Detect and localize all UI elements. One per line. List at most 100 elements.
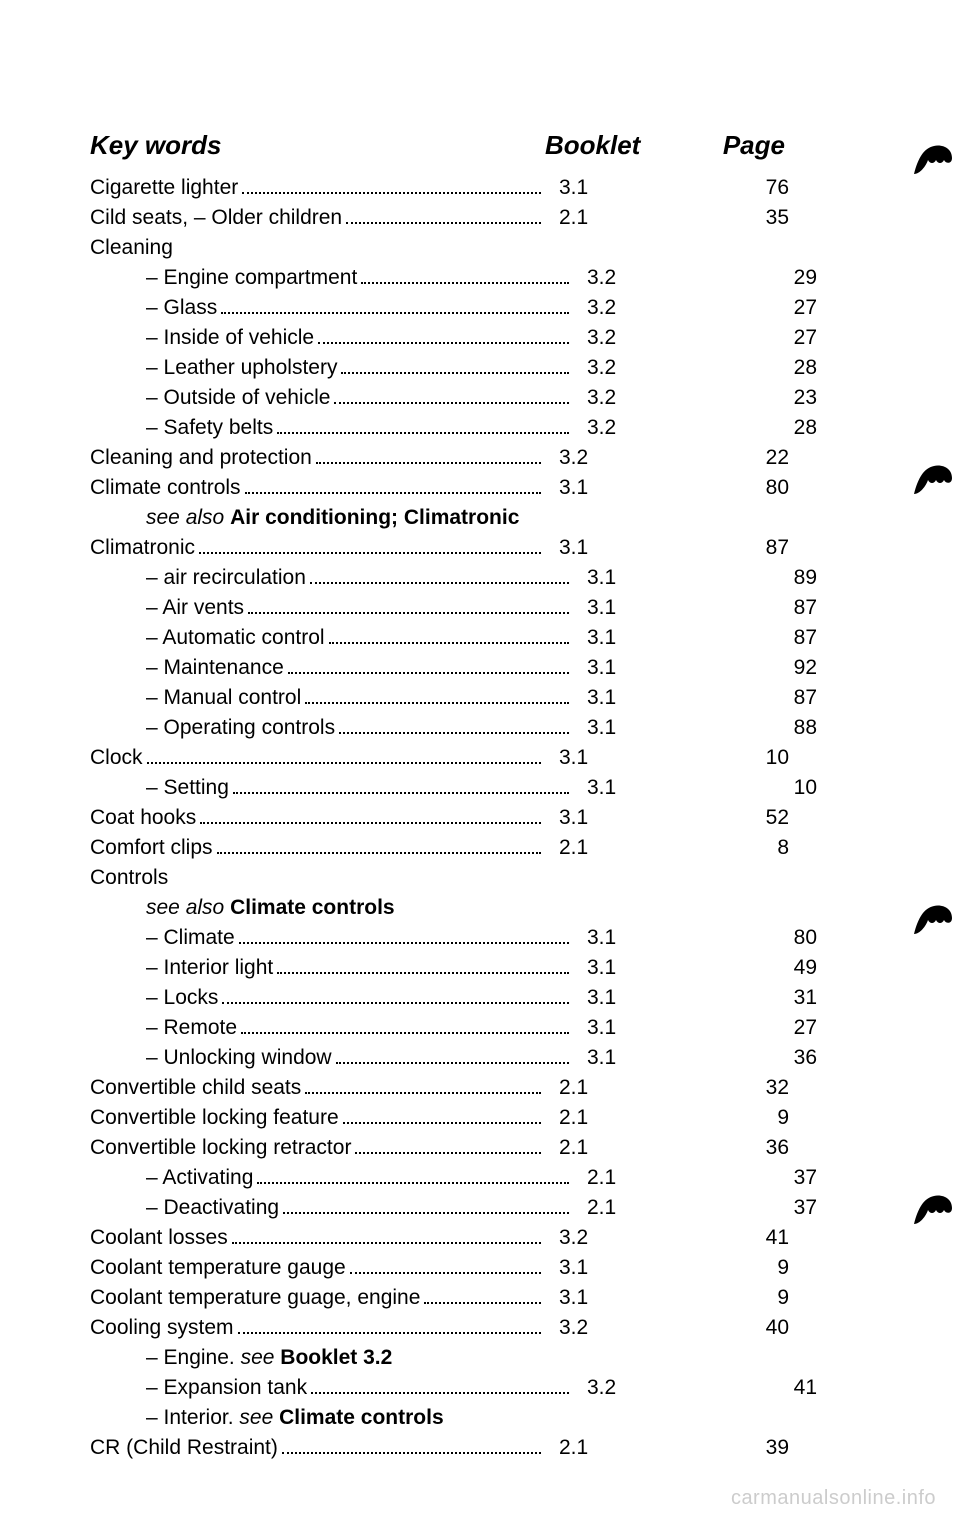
index-booklet: 2.1 xyxy=(545,1133,629,1163)
index-page-number: 37 xyxy=(657,1163,817,1193)
index-row: – Manual control3.187 xyxy=(90,683,870,713)
index-page-number: 88 xyxy=(657,713,817,743)
index-row: Convertible locking feature 2.19 xyxy=(90,1103,870,1133)
dot-leader xyxy=(277,417,569,434)
index-row: Controls xyxy=(90,863,870,893)
index-row: – Deactivating2.137 xyxy=(90,1193,870,1223)
dot-leader xyxy=(334,387,569,404)
index-label: – Activating xyxy=(146,1163,253,1193)
index-row: Coolant temperature guage, engine3.19 xyxy=(90,1283,870,1313)
index-row: – Interior light3.149 xyxy=(90,953,870,983)
index-label: – Glass xyxy=(146,293,217,323)
index-label: – Leather upholstery xyxy=(146,353,337,383)
dot-leader xyxy=(350,1257,541,1274)
index-page-number: 22 xyxy=(629,443,789,473)
index-booklet: 3.2 xyxy=(573,323,657,353)
thumb-tab-icon xyxy=(908,900,960,942)
index-page-number: 28 xyxy=(657,413,817,443)
dot-leader xyxy=(283,1197,569,1214)
index-page-number: 32 xyxy=(629,1073,789,1103)
index-row: – Inside of vehicle3.227 xyxy=(90,323,870,353)
index-booklet: 3.1 xyxy=(573,683,657,713)
dot-leader xyxy=(318,327,569,344)
index-page-number: 27 xyxy=(657,323,817,353)
dot-leader xyxy=(221,297,569,314)
index-label: – Remote xyxy=(146,1013,237,1043)
index-row: Cleaning xyxy=(90,233,870,263)
index-row: see also Climate controls xyxy=(90,893,870,923)
dot-leader xyxy=(239,927,569,944)
dot-leader xyxy=(238,1317,541,1334)
index-row: – Engine. see Booklet 3.2 xyxy=(90,1343,870,1373)
index-booklet: 3.1 xyxy=(545,533,629,563)
index-booklet: 3.1 xyxy=(573,623,657,653)
index-label: – Engine compartment xyxy=(146,263,357,293)
index-label: Climate controls xyxy=(90,473,241,503)
index-page-number: 27 xyxy=(657,293,817,323)
thumb-tab-icon xyxy=(908,140,960,182)
index-row: – Engine compartment3.229 xyxy=(90,263,870,293)
index-page-number: 10 xyxy=(629,743,789,773)
index-booklet: 2.1 xyxy=(545,833,629,863)
dot-leader xyxy=(147,747,541,764)
index-label: Cleaning and protection xyxy=(90,443,312,473)
index-label: Cigarette lighter xyxy=(90,173,238,203)
index-page-number: 10 xyxy=(657,773,817,803)
index-row: – air recirculation3.189 xyxy=(90,563,870,593)
index-page-number: 40 xyxy=(629,1313,789,1343)
dot-leader xyxy=(241,1017,569,1034)
dot-leader xyxy=(233,777,569,794)
index-page-number: 9 xyxy=(629,1103,789,1133)
index-page-number: 28 xyxy=(657,353,817,383)
index-row: – Maintenance3.192 xyxy=(90,653,870,683)
index-label: see also Air conditioning; Climatronic xyxy=(146,503,519,533)
thumb-tab-icon xyxy=(908,1190,960,1232)
index-label: – Engine. see Booklet 3.2 xyxy=(146,1343,392,1373)
index-label: Convertible locking feature xyxy=(90,1103,339,1133)
index-row: – Operating controls3.188 xyxy=(90,713,870,743)
index-row: Coat hooks3.152 xyxy=(90,803,870,833)
index-label: – Unlocking window xyxy=(146,1043,332,1073)
index-row: Coolant temperature gauge3.19 xyxy=(90,1253,870,1283)
header-booklet: Booklet xyxy=(545,130,655,161)
index-page-number: 92 xyxy=(657,653,817,683)
index-row: Climate controls3.180 xyxy=(90,473,870,503)
index-page-number: 29 xyxy=(657,263,817,293)
index-label: – air recirculation xyxy=(146,563,306,593)
index-row: Coolant losses3.241 xyxy=(90,1223,870,1253)
dot-leader xyxy=(257,1167,569,1184)
index-row: Clock3.110 xyxy=(90,743,870,773)
dot-leader xyxy=(245,477,541,494)
index-booklet: 2.1 xyxy=(573,1193,657,1223)
dot-leader xyxy=(361,267,569,284)
dot-leader xyxy=(346,207,541,224)
dot-leader xyxy=(305,1077,541,1094)
index-row: Convertible locking retractor2.136 xyxy=(90,1133,870,1163)
index-label: – Interior. see Climate controls xyxy=(146,1403,444,1433)
dot-leader xyxy=(200,807,541,824)
index-page-number: 39 xyxy=(629,1433,789,1463)
index-booklet: 3.2 xyxy=(573,383,657,413)
header-row: Key words Booklet Page xyxy=(90,130,870,161)
dot-leader xyxy=(336,1047,569,1064)
index-row: – Expansion tank3.241 xyxy=(90,1373,870,1403)
index-booklet: 3.2 xyxy=(545,1223,629,1253)
index-page-number: 35 xyxy=(629,203,789,233)
index-label: Comfort clips xyxy=(90,833,213,863)
index-booklet: 3.1 xyxy=(573,773,657,803)
index-booklet: 3.2 xyxy=(573,353,657,383)
dot-leader xyxy=(232,1227,541,1244)
index-label: – Air vents xyxy=(146,593,244,623)
index-booklet: 3.1 xyxy=(573,983,657,1013)
index-row: – Interior. see Climate controls xyxy=(90,1403,870,1433)
index-page-number: 41 xyxy=(629,1223,789,1253)
index-page-number: 80 xyxy=(629,473,789,503)
index-booklet: 2.1 xyxy=(545,1103,629,1133)
index-page-number: 41 xyxy=(657,1373,817,1403)
index-row: – Climate3.180 xyxy=(90,923,870,953)
index-booklet: 3.1 xyxy=(545,1253,629,1283)
index-row: CR (Child Restraint)2.139 xyxy=(90,1433,870,1463)
index-label: – Expansion tank xyxy=(146,1373,307,1403)
index-page-number: 89 xyxy=(657,563,817,593)
header-page: Page xyxy=(655,130,785,161)
